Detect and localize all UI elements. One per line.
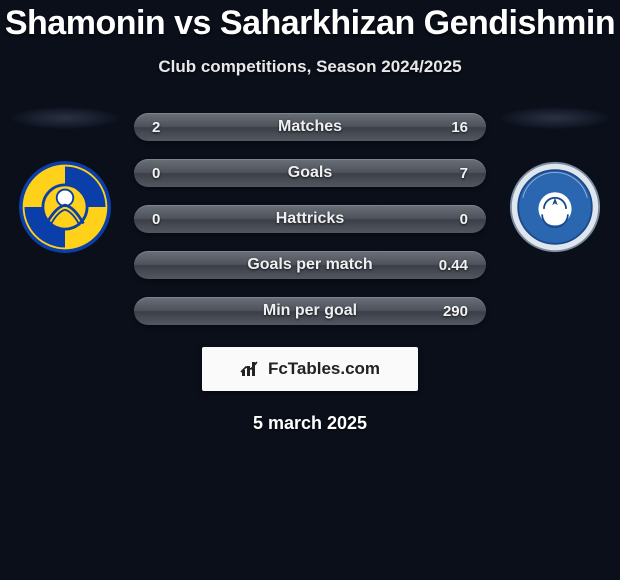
brand-chart-icon <box>240 360 262 378</box>
club-crest-right-icon <box>509 161 601 253</box>
player-shadow-left <box>11 107 119 129</box>
stat-right-value: 0 <box>460 211 468 228</box>
snapshot-date: 5 march 2025 <box>0 413 620 434</box>
stat-row-goals-per-match: Goals per match 0.44 <box>134 251 486 279</box>
club-crest-right <box>509 161 601 253</box>
stat-label: Goals per match <box>134 256 486 274</box>
club-crest-left <box>19 161 111 253</box>
stat-label: Hattricks <box>134 210 486 228</box>
left-player-col <box>10 107 120 253</box>
stat-right-value: 290 <box>443 303 468 320</box>
stats-column: 2 Matches 16 0 Goals 7 0 Hattricks 0 Goa… <box>134 107 486 325</box>
stat-right-value: 7 <box>460 165 468 182</box>
stat-row-min-per-goal: Min per goal 290 <box>134 297 486 325</box>
brand-badge[interactable]: FcTables.com <box>202 347 418 391</box>
stat-row-goals: 0 Goals 7 <box>134 159 486 187</box>
season-subtitle: Club competitions, Season 2024/2025 <box>0 57 620 77</box>
stat-left-value: 0 <box>152 211 160 228</box>
page-title: Shamonin vs Saharkhizan Gendishmin <box>0 4 620 43</box>
main-row: 2 Matches 16 0 Goals 7 0 Hattricks 0 Goa… <box>0 107 620 325</box>
player-shadow-right <box>501 107 609 129</box>
stat-row-matches: 2 Matches 16 <box>134 113 486 141</box>
stat-label: Min per goal <box>134 302 486 320</box>
stat-label: Goals <box>134 164 486 182</box>
right-player-col <box>500 107 610 253</box>
stat-left-value: 0 <box>152 165 160 182</box>
stat-right-value: 16 <box>451 119 468 136</box>
club-crest-left-icon <box>19 161 111 253</box>
stat-row-hattricks: 0 Hattricks 0 <box>134 205 486 233</box>
stat-label: Matches <box>134 118 486 136</box>
stat-left-value: 2 <box>152 119 160 136</box>
brand-text: FcTables.com <box>268 359 380 379</box>
comparison-card: Shamonin vs Saharkhizan Gendishmin Club … <box>0 0 620 434</box>
stat-right-value: 0.44 <box>439 257 468 274</box>
